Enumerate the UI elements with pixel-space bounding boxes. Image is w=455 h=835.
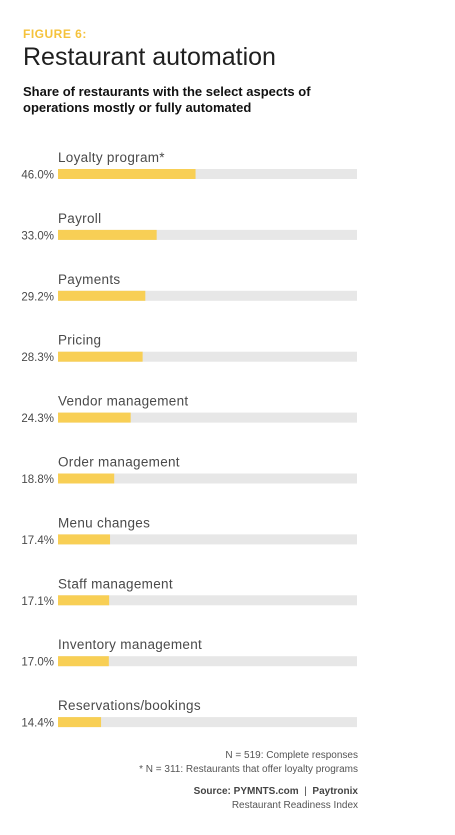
category-label-payments: Payments: [58, 272, 120, 287]
chart-title: Restaurant automation: [23, 43, 276, 71]
sample-size-note: N = 519: Complete responses: [225, 750, 358, 761]
bar-track-inventory-management: [58, 656, 357, 667]
source-label: Source: PYMNTS.com: [193, 786, 299, 797]
bar-payroll: [58, 229, 157, 240]
value-label-staff-management: 17.1%: [21, 596, 54, 608]
figure-label: FIGURE 6:: [23, 27, 87, 41]
loyalty-footnote: * N = 311: Restaurants that offer loyalt…: [139, 764, 358, 775]
category-label-loyalty-program: Loyalty program*: [58, 150, 165, 165]
bar-track-loyalty-program: [58, 169, 357, 179]
bar-inventory-management: [58, 656, 109, 667]
category-label-reservations-bookings: Reservations/bookings: [58, 698, 201, 713]
value-label-inventory-management: 17.0%: [21, 657, 54, 669]
source-partner: Paytronix: [312, 786, 358, 797]
value-label-menu-changes: 17.4%: [21, 535, 54, 547]
category-label-staff-management: Staff management: [58, 576, 173, 591]
bar-vendor-management: [58, 412, 131, 423]
chart-subtitle: Share of restaurants with the select asp…: [23, 84, 311, 115]
bar-track-staff-management: [58, 595, 357, 606]
value-label-payments: 29.2%: [21, 291, 54, 303]
bar-track-reservations-bookings: [58, 717, 357, 728]
bar-menu-changes: [58, 534, 111, 545]
bar-chart: Loyalty program* 46.0% Payroll 33.0% Payment…: [21, 150, 357, 730]
source-line: Source: PYMNTS.com | Paytronix: [194, 786, 358, 797]
value-label-vendor-management: 24.3%: [21, 413, 54, 425]
bar-payments: [58, 290, 146, 301]
category-label-menu-changes: Menu changes: [58, 515, 150, 530]
category-label-payroll: Payroll: [58, 211, 101, 226]
bar-track-payroll: [58, 229, 357, 240]
bar-loyalty-program: [58, 169, 196, 179]
value-label-pricing: 28.3%: [21, 352, 54, 364]
source-separator: |: [304, 786, 307, 797]
source-index: Restaurant Readiness Index: [231, 800, 358, 811]
bar-pricing: [58, 351, 143, 362]
value-label-order-management: 18.8%: [21, 474, 54, 486]
bar-track-payments: [58, 290, 357, 301]
bar-staff-management: [58, 595, 110, 606]
category-label-pricing: Pricing: [58, 333, 101, 348]
bar-order-management: [58, 473, 115, 484]
bar-track-vendor-management: [58, 412, 357, 423]
value-label-loyalty-program: 46.0%: [21, 170, 54, 182]
bar-reservations-bookings: [58, 717, 102, 728]
category-label-vendor-management: Vendor management: [58, 394, 188, 409]
category-label-order-management: Order management: [58, 455, 180, 470]
value-label-reservations-bookings: 14.4%: [21, 718, 54, 730]
bar-track-order-management: [58, 473, 357, 484]
bar-track-pricing: [58, 351, 357, 362]
value-label-payroll: 33.0%: [21, 230, 54, 242]
category-label-inventory-management: Inventory management: [58, 637, 202, 652]
bar-track-menu-changes: [58, 534, 357, 545]
